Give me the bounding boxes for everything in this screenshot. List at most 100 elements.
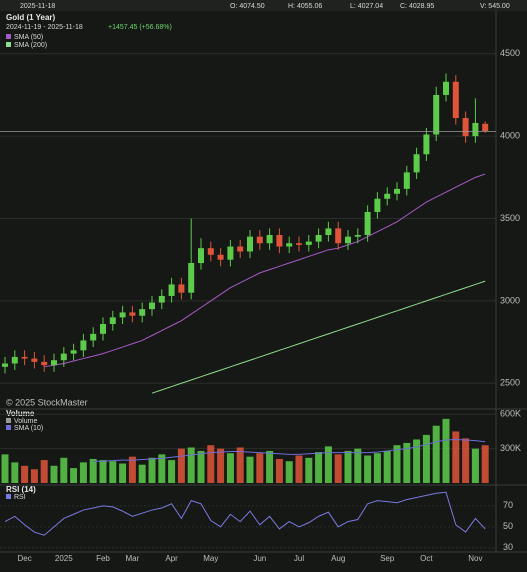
x-tick-label: Sep <box>380 554 395 563</box>
x-tick-label: Aug <box>331 554 345 563</box>
y-tick-label: 30 <box>503 542 513 552</box>
candle-body <box>11 356 18 364</box>
volume-bar <box>452 431 460 483</box>
volume-bar <box>334 454 342 483</box>
candle-body <box>80 340 87 351</box>
volume-bar <box>403 442 411 483</box>
high: H: 4055.06 <box>288 3 322 10</box>
y-tick-label: 300K <box>500 443 521 453</box>
candle-body <box>158 295 165 303</box>
volume-bar <box>207 445 215 483</box>
candle-body <box>482 123 489 132</box>
volume-bar <box>413 439 421 483</box>
x-tick-label: 2025 <box>55 554 73 563</box>
volume-bar <box>217 448 225 483</box>
candle-body <box>325 228 332 236</box>
date: 2025-11-18 <box>20 3 55 10</box>
volume-bar <box>109 461 117 483</box>
volume-bar <box>89 458 97 483</box>
volume-bar <box>481 445 489 483</box>
candle-body <box>364 211 371 236</box>
candle-body <box>296 243 302 245</box>
candle-body <box>178 284 185 293</box>
volume-bar <box>40 460 48 483</box>
candle-body <box>452 81 459 119</box>
candle-body <box>345 236 351 244</box>
volume-bar <box>226 453 234 483</box>
x-tick-label: Mar <box>126 554 140 563</box>
volume: V: 545.00 <box>480 3 510 10</box>
volume-bar <box>344 450 352 483</box>
volume-bar <box>305 457 313 483</box>
volume-bar <box>393 445 401 483</box>
volume-bar <box>432 425 440 483</box>
y-tick-label: 70 <box>503 500 513 510</box>
watermark: © 2025 StockMaster <box>6 397 88 407</box>
volume-bar <box>1 454 9 483</box>
legend-swatch <box>6 42 11 47</box>
volume-bar <box>79 462 87 483</box>
candle-body <box>354 235 361 237</box>
candle-body <box>413 154 420 173</box>
y-tick-label: 50 <box>503 521 513 531</box>
sma-line <box>44 173 486 368</box>
y-tick-label: 600K <box>500 409 521 419</box>
legend-label: Volume <box>14 418 37 425</box>
volume-bar <box>119 463 127 483</box>
candle-body <box>443 81 449 95</box>
candle-body <box>70 350 77 354</box>
candle-body <box>256 236 263 244</box>
x-tick-label: Jul <box>294 554 304 563</box>
x-tick-label: Dec <box>17 554 31 563</box>
volume-bar <box>442 418 450 483</box>
chart-title: Gold (1 Year) <box>6 13 56 22</box>
volume-bar <box>295 455 303 483</box>
volume-bar <box>50 465 58 483</box>
volume-bar <box>187 447 195 483</box>
candle-body <box>305 241 312 245</box>
candle-body <box>472 122 479 137</box>
y-tick-label: 3000 <box>500 295 520 305</box>
volume-bar <box>354 448 362 483</box>
y-tick-label: 3500 <box>500 213 520 223</box>
volume-bar <box>256 453 264 483</box>
candle-body <box>51 360 57 366</box>
candle-body <box>139 309 146 316</box>
volume-title: Volume <box>6 409 35 418</box>
candle-body <box>188 263 195 293</box>
volume-sma-line <box>93 438 486 462</box>
candle-body <box>335 228 342 244</box>
volume-bar <box>246 456 254 483</box>
volume-bar <box>315 452 323 483</box>
candle-body <box>198 248 204 264</box>
volume-bar <box>168 460 176 483</box>
candle-body <box>286 243 293 247</box>
candle-body <box>41 361 48 366</box>
candle-body <box>423 134 430 155</box>
candle-body <box>403 172 410 189</box>
candle-body <box>168 284 175 296</box>
close: C: 4028.95 <box>400 3 434 10</box>
candle-body <box>109 317 116 324</box>
x-tick-label: Oct <box>420 554 433 563</box>
change: +1457.45 (+56.68%) <box>108 24 172 31</box>
volume-bar <box>266 450 274 483</box>
x-tick-label: Nov <box>468 554 482 563</box>
volume-bar <box>324 446 332 483</box>
open: O: 4074.50 <box>230 3 265 10</box>
candle-body <box>100 323 106 334</box>
candle-body <box>315 235 322 242</box>
candle-body <box>31 358 38 362</box>
candle-body <box>433 94 440 135</box>
candle-body <box>227 246 234 260</box>
low: L: 4027.04 <box>350 3 383 10</box>
legend-swatch <box>6 494 11 499</box>
candle-body <box>384 193 391 199</box>
candle-body <box>90 333 97 341</box>
legend-label: SMA (200) <box>14 42 47 49</box>
x-tick-label: Jun <box>253 554 266 563</box>
volume-bar <box>128 456 136 483</box>
candle-body <box>276 235 283 247</box>
legend-swatch <box>6 425 11 430</box>
volume-bar <box>275 458 283 483</box>
